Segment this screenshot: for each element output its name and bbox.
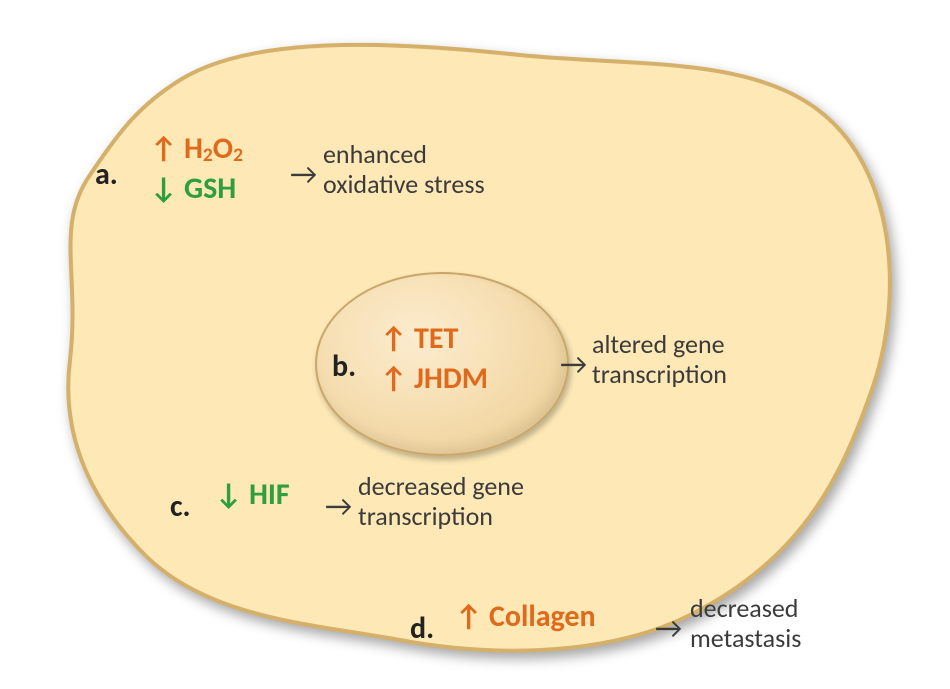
b-line-tet: ↑ TET	[380, 322, 458, 357]
diagram-stage: a. ↑ H2O2 ↓ GSH → enhancedoxidative stre…	[0, 0, 950, 689]
c-effect-text: decreased genetranscription	[358, 472, 524, 532]
d-line-collagen: ↑ Collagen	[455, 600, 596, 635]
b-line-jhdm: ↑ JHDM	[380, 362, 488, 397]
c-line-hif: ↓ HIF	[215, 478, 290, 513]
d-result-arrow: →	[655, 612, 682, 647]
a-effect-text: enhancedoxidative stress	[323, 140, 485, 200]
a-line-h2o2: ↑ H2O2	[150, 132, 243, 167]
label-b: b.	[332, 350, 356, 385]
label-d: d.	[410, 612, 434, 647]
c-result-arrow: →	[325, 490, 352, 525]
a-line-gsh: ↓ GSH	[150, 172, 236, 207]
b-effect-text: altered genetranscription	[592, 330, 727, 390]
label-c: c.	[170, 490, 191, 525]
d-effect-text: decreasedmetastasis	[690, 594, 801, 654]
a-result-arrow: →	[290, 158, 317, 193]
b-result-arrow: →	[560, 348, 587, 383]
label-a: a.	[95, 158, 118, 193]
